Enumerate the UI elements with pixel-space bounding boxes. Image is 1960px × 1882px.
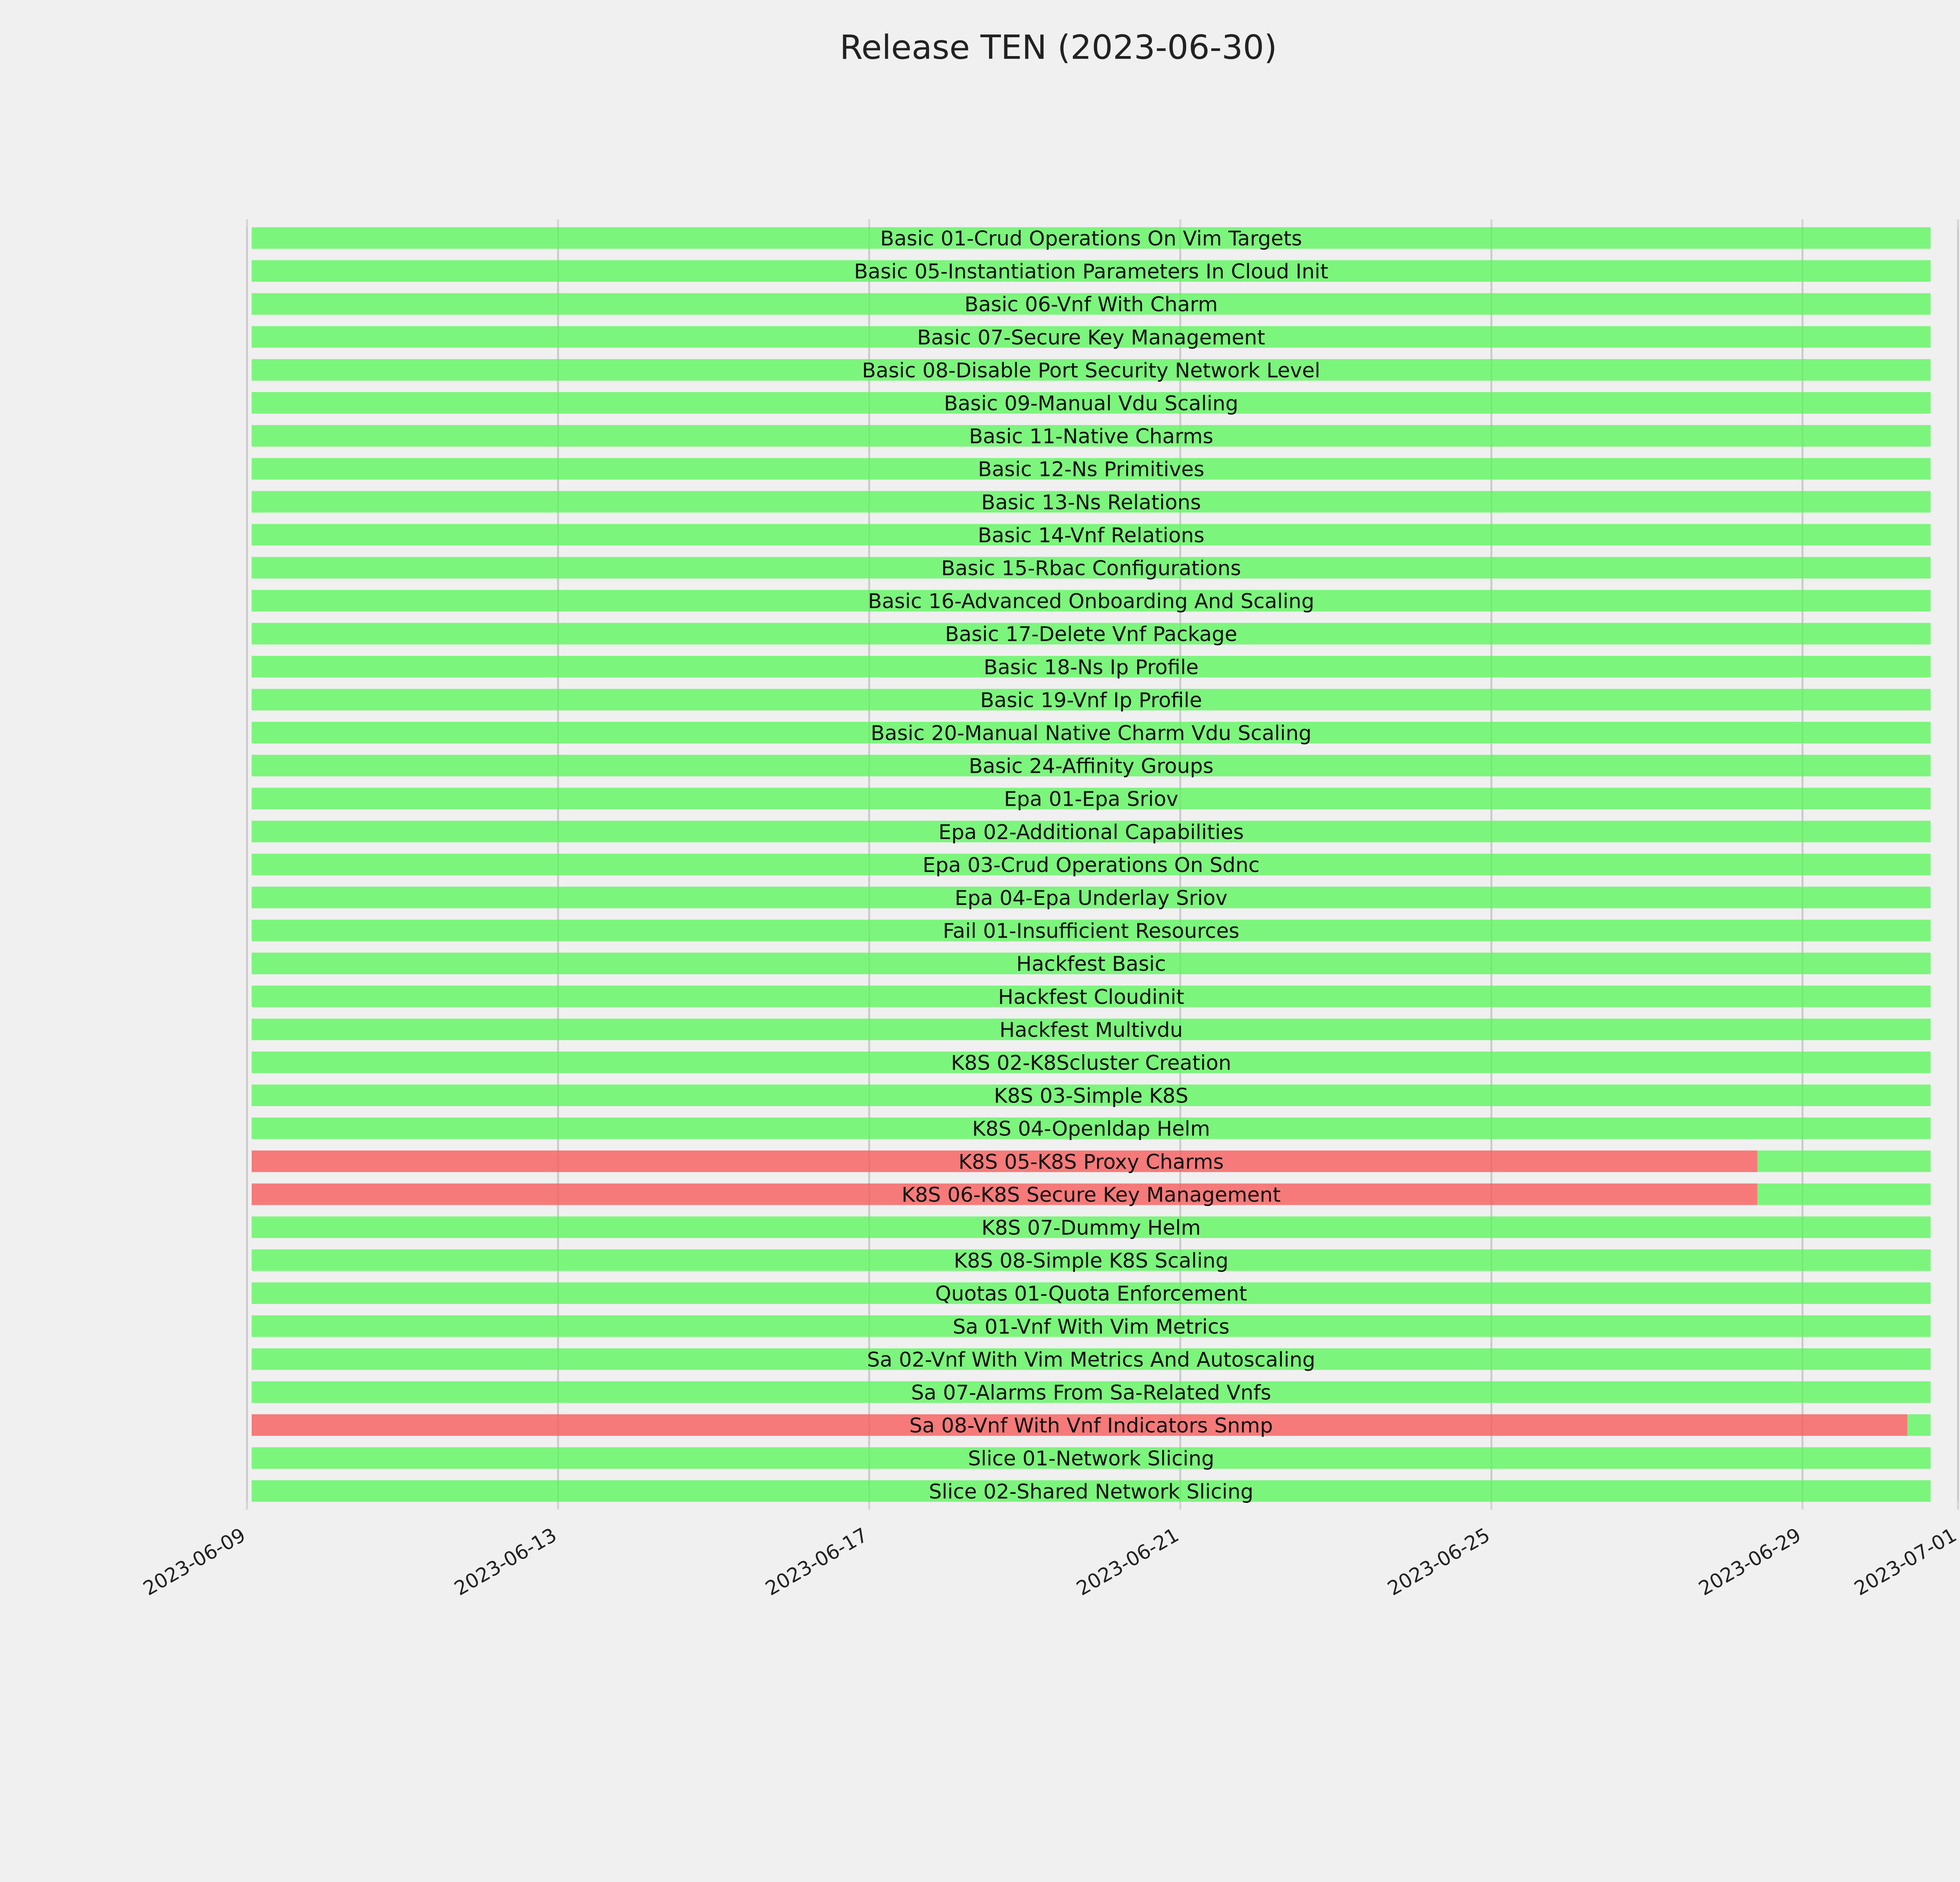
bar-label: Epa 03-Crud Operations On Sdnc [923, 854, 1260, 877]
bar-label: Basic 07-Secure Key Management [917, 326, 1265, 349]
bar-segment-pass [252, 524, 1931, 546]
bar-segment-pass [252, 1282, 1931, 1304]
x-tick-label: 2023-06-09 [139, 1523, 249, 1600]
bar-segment-pass [252, 1381, 1931, 1403]
bar-segment-pass [252, 1348, 1931, 1370]
bar-segment-pass [252, 227, 1931, 249]
bar-segment-pass [252, 425, 1931, 447]
bar-label: Basic 08-Disable Port Security Network L… [862, 359, 1320, 382]
bar-label: Basic 20-Manual Native Charm Vdu Scaling [871, 722, 1312, 745]
bar-label: Basic 06-Vnf With Charm [964, 293, 1218, 316]
bar-segment-pass [252, 919, 1931, 941]
bar-labels: Basic 01-Crud Operations On Vim Targets B… [854, 227, 1328, 1504]
bar-segment-pass [252, 854, 1931, 876]
bar-label: Slice 02-Shared Network Slicing [929, 1480, 1253, 1504]
bar-segment-pass [252, 1018, 1931, 1040]
bar-segment-pass [252, 623, 1931, 645]
bar-label: K8S 04-Openldap Helm [972, 1117, 1210, 1141]
bar-label: K8S 02-K8Scluster Creation [951, 1052, 1231, 1075]
bar-segment-pass [252, 326, 1931, 348]
bar-segment-pass [252, 1216, 1931, 1238]
bar-label: Hackfest Cloudinit [998, 985, 1184, 1009]
bar-label: K8S 03-Simple K8S [994, 1085, 1189, 1108]
bar-segment-pass [252, 260, 1931, 282]
bar-segment-pass [1757, 1183, 1931, 1205]
bar-segment-fail [252, 1414, 1907, 1436]
bar-label: Basic 18-Ns Ip Profile [984, 656, 1198, 679]
bar-label: Sa 02-Vnf With Vim Metrics And Autoscali… [867, 1348, 1316, 1372]
bar-label: K8S 08-Simple K8S Scaling [954, 1249, 1229, 1273]
bar-label: Fail 01-Insufficient Resources [943, 919, 1239, 943]
bar-label: Epa 04-Epa Underlay Sriov [955, 887, 1228, 910]
bar-segment-pass [252, 952, 1931, 974]
bar-label: Basic 12-Ns Primitives [978, 458, 1205, 481]
bar-label: Sa 01-Vnf With Vim Metrics [953, 1315, 1229, 1339]
x-tick-label: 2023-07-01 [1850, 1523, 1960, 1600]
bar-segment-pass [1907, 1414, 1931, 1436]
bar-label: Slice 01-Network Slicing [968, 1447, 1214, 1471]
bar-label: Hackfest Multivdu [1000, 1018, 1183, 1042]
bar-segment-pass [252, 1085, 1931, 1106]
bar-label: Basic 16-Advanced Onboarding And Scaling [868, 590, 1314, 613]
bar-label: Basic 19-Vnf Ip Profile [980, 688, 1202, 712]
bar-segment-pass [252, 788, 1931, 810]
bar-segment-pass [252, 1315, 1931, 1337]
bar-segment-pass [252, 1117, 1931, 1139]
bar-segment-pass [252, 755, 1931, 777]
bar-segment-fail [252, 1183, 1758, 1205]
bar-segment-pass [252, 1447, 1931, 1469]
x-tick-label: 2023-06-17 [762, 1523, 872, 1600]
bar-segment-pass [252, 985, 1931, 1007]
bar-segment-pass [252, 688, 1931, 710]
bar-segment-pass [252, 458, 1931, 480]
bar-label: K8S 05-K8S Proxy Charms [958, 1150, 1224, 1174]
bar-segment-fail [252, 1150, 1758, 1172]
bar-segment-pass [252, 392, 1931, 414]
bar-label: Sa 08-Vnf With Vnf Indicators Snmp [909, 1414, 1273, 1438]
bar-segment-pass [252, 887, 1931, 908]
bar-label: K8S 06-K8S Secure Key Management [902, 1183, 1281, 1207]
bar-segment-pass [1757, 1150, 1931, 1172]
bar-segment-pass [252, 557, 1931, 579]
bar-label: Basic 13-Ns Relations [981, 491, 1201, 514]
bar-label: Basic 11-Native Charms [969, 425, 1213, 449]
bar-label: Basic 15-Rbac Configurations [941, 557, 1241, 580]
bar-segment-pass [252, 1249, 1931, 1271]
bar-label: Epa 01-Epa Sriov [1004, 788, 1178, 811]
x-axis-ticks: 2023-06-09 2023-06-13 2023-06-17 2023-06-21… [139, 1523, 1960, 1600]
bar-segment-pass [252, 293, 1931, 315]
bars [252, 227, 1931, 1502]
bar-label: Epa 02-Additional Capabilities [938, 821, 1244, 844]
bar-label: Quotas 01-Quota Enforcement [935, 1282, 1247, 1306]
bar-segment-pass [252, 491, 1931, 513]
bar-label: Basic 17-Delete Vnf Package [945, 623, 1237, 646]
x-tick-label: 2023-06-21 [1073, 1523, 1183, 1600]
bar-label: Basic 01-Crud Operations On Vim Targets [880, 227, 1302, 251]
x-tick-label: 2023-06-13 [450, 1523, 561, 1600]
bar-label: Hackfest Basic [1016, 952, 1166, 976]
bar-segment-pass [252, 359, 1931, 381]
bar-label: Basic 09-Manual Vdu Scaling [944, 392, 1238, 416]
bar-segment-pass [252, 1052, 1931, 1073]
x-tick-label: 2023-06-25 [1384, 1523, 1494, 1600]
bar-label: Basic 24-Affinity Groups [969, 755, 1213, 778]
bar-label: Sa 07-Alarms From Sa-Related Vnfs [911, 1381, 1271, 1405]
chart-title: Release TEN (2023-06-30) [840, 28, 1277, 67]
bar-label: Basic 05-Instantiation Parameters In Clo… [854, 260, 1328, 283]
bar-label: K8S 07-Dummy Helm [982, 1216, 1201, 1240]
bar-label: Basic 14-Vnf Relations [978, 524, 1204, 547]
x-tick-label: 2023-06-29 [1695, 1523, 1805, 1600]
bar-segment-pass [252, 656, 1931, 678]
bar-segment-pass [252, 722, 1931, 743]
bar-segment-pass [252, 821, 1931, 843]
bar-segment-pass [252, 1480, 1931, 1502]
bar-segment-pass [252, 590, 1931, 612]
